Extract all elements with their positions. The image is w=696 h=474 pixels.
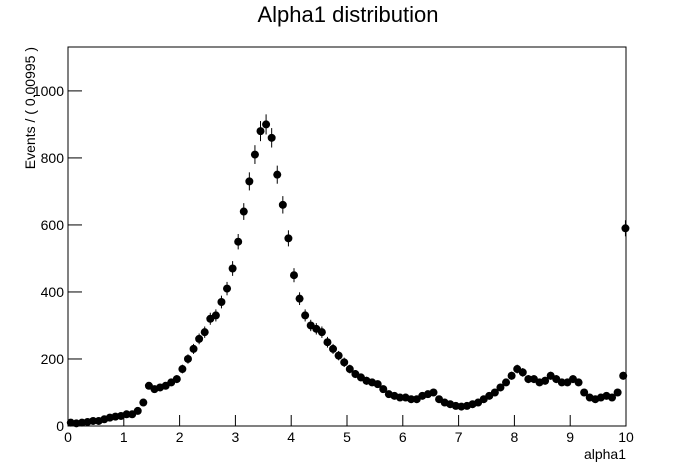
data-point — [183, 354, 192, 363]
data-point — [200, 328, 209, 337]
data-point — [608, 393, 617, 402]
x-tick-label: 1 — [120, 429, 128, 445]
data-point — [267, 133, 276, 142]
y-tick-label: 600 — [41, 217, 65, 233]
data-point — [239, 207, 248, 216]
data-point — [323, 338, 332, 347]
data-point — [574, 378, 583, 387]
data-point — [133, 406, 142, 415]
y-tick-label: 1000 — [33, 83, 64, 99]
x-tick-label: 4 — [287, 429, 295, 445]
y-axis-label: Events / ( 0.00995 ) — [22, 47, 38, 169]
data-point — [613, 388, 622, 397]
y-tick-label: 0 — [56, 418, 64, 434]
data-point — [178, 365, 187, 374]
data-point — [396, 393, 405, 402]
data-point — [407, 395, 416, 404]
data-point — [580, 388, 589, 397]
y-tick-label: 200 — [41, 351, 65, 367]
x-tick-label: 6 — [399, 429, 407, 445]
x-tick-label: 10 — [618, 429, 634, 445]
data-point — [340, 358, 349, 367]
data-point — [619, 371, 628, 380]
data-point — [284, 234, 293, 243]
x-tick-label: 5 — [343, 429, 351, 445]
x-axis-label: alpha1 — [584, 446, 626, 462]
data-point — [557, 378, 566, 387]
y-tick-label: 800 — [41, 150, 65, 166]
data-point — [507, 371, 516, 380]
data-point — [228, 264, 237, 273]
data-point — [496, 383, 505, 392]
data-point — [172, 375, 181, 384]
data-point — [250, 150, 259, 159]
data-point — [217, 298, 226, 307]
data-point — [317, 328, 326, 337]
data-point — [301, 311, 310, 320]
x-tick-label: 2 — [176, 429, 184, 445]
x-tick-label: 3 — [232, 429, 240, 445]
data-point — [262, 120, 271, 129]
data-point — [256, 127, 265, 136]
data-point — [373, 380, 382, 389]
data-point — [295, 294, 304, 303]
data-point — [139, 398, 148, 407]
y-tick-label: 400 — [41, 284, 65, 300]
data-point — [334, 351, 343, 360]
data-point — [273, 170, 282, 179]
data-point — [245, 177, 254, 186]
x-tick-label: 9 — [566, 429, 574, 445]
data-point — [189, 344, 198, 353]
data-point — [234, 237, 243, 246]
data-point — [490, 388, 499, 397]
data-point — [329, 344, 338, 353]
x-tick-label: 8 — [511, 429, 519, 445]
data-point — [195, 334, 204, 343]
data-point — [524, 375, 533, 384]
data-point — [122, 410, 131, 419]
data-point — [502, 378, 511, 387]
data-point — [211, 311, 220, 320]
x-tick-label: 0 — [64, 429, 72, 445]
data-point — [379, 385, 388, 394]
data-point — [223, 284, 232, 293]
data-point — [89, 416, 98, 425]
data-point — [278, 200, 287, 209]
data-point — [541, 376, 550, 385]
data-point — [621, 224, 630, 233]
data-point — [518, 368, 527, 377]
data-point — [429, 388, 438, 397]
data-point — [289, 271, 298, 280]
chart-title: Alpha1 distribution — [257, 2, 438, 27]
x-tick-label: 7 — [455, 429, 463, 445]
data-point — [345, 365, 354, 374]
